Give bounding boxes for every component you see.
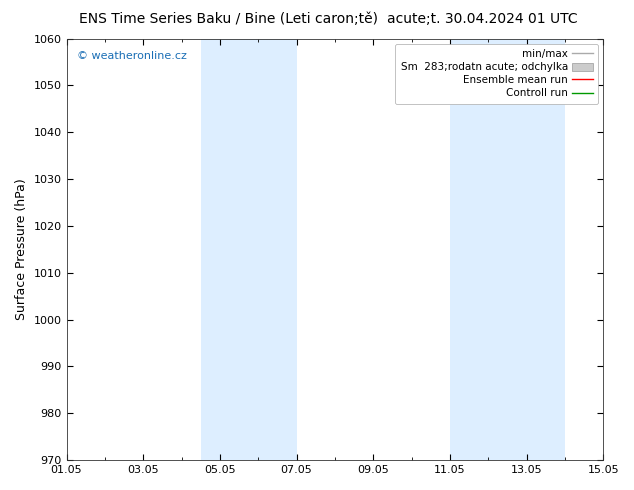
Y-axis label: Surface Pressure (hPa): Surface Pressure (hPa)	[15, 178, 28, 320]
Text: acute;t. 30.04.2024 01 UTC: acute;t. 30.04.2024 01 UTC	[387, 12, 577, 26]
Bar	[201, 39, 297, 460]
Legend: min/max, Sm  283;rodatn acute; odchylka, Ensemble mean run, Controll run: min/max, Sm 283;rodatn acute; odchylka, …	[396, 44, 598, 103]
Text: © weatheronline.cz: © weatheronline.cz	[77, 51, 187, 61]
Text: ENS Time Series Baku / Bine (Leti caron;tě): ENS Time Series Baku / Bine (Leti caron;…	[79, 12, 378, 26]
Bar	[450, 39, 565, 460]
